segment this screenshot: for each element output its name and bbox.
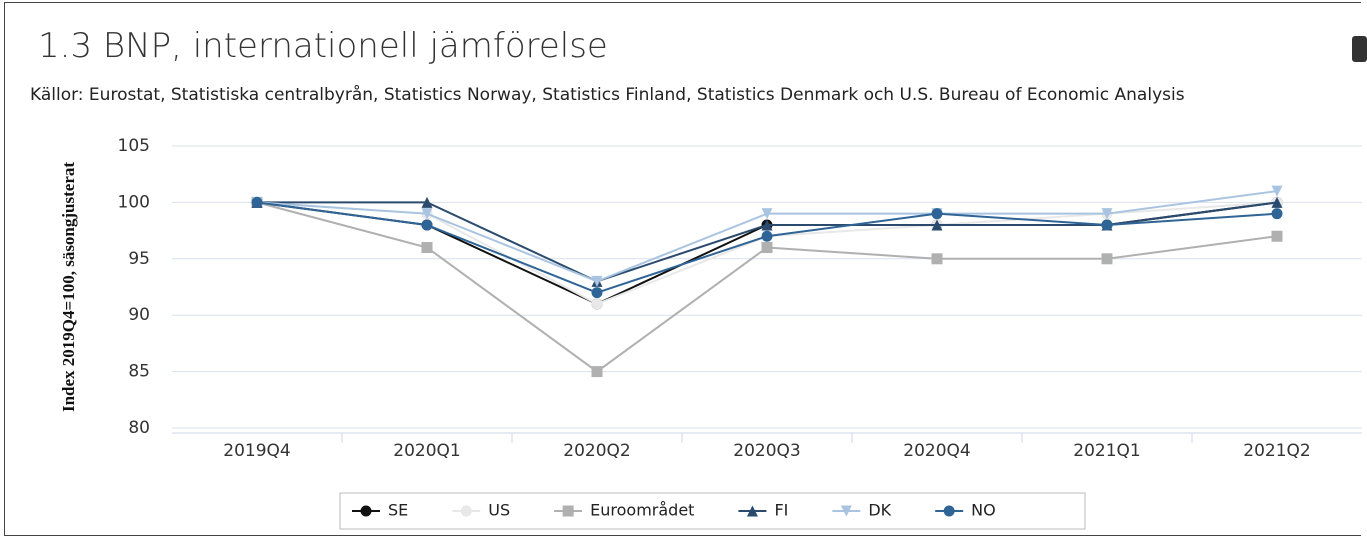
- y-tick-label: 80: [128, 418, 150, 438]
- x-tick-label: 2021Q2: [1243, 441, 1310, 461]
- legend-marker: [360, 505, 372, 517]
- x-tick-label: 2020Q3: [733, 441, 800, 461]
- x-tick-label: 2020Q1: [393, 441, 460, 461]
- data-point: [1101, 208, 1113, 220]
- menu-icon[interactable]: [1352, 36, 1367, 62]
- data-point: [251, 196, 263, 208]
- data-point: [1271, 230, 1283, 242]
- legend-marker: [746, 505, 758, 517]
- y-tick-label: 85: [128, 362, 150, 382]
- legend-label: SE: [388, 501, 408, 520]
- x-tick-label: 2020Q4: [903, 441, 970, 461]
- data-point: [421, 219, 433, 231]
- legend-label: Euroområdet: [590, 501, 694, 520]
- data-point: [931, 219, 943, 231]
- x-tick-label: 2021Q1: [1073, 441, 1140, 461]
- data-point: [761, 208, 773, 220]
- data-point: [1101, 219, 1113, 231]
- data-point: [1101, 253, 1113, 265]
- legend-label: NO: [971, 501, 996, 520]
- data-point: [591, 298, 603, 310]
- y-tick-label: 100: [118, 192, 150, 212]
- data-point: [761, 242, 773, 254]
- chart-frame: [4, 2, 1361, 536]
- x-tick-label: 2019Q4: [223, 441, 290, 461]
- legend-label: DK: [868, 501, 891, 520]
- x-tick-label: 2020Q2: [563, 441, 630, 461]
- data-point: [591, 275, 603, 287]
- data-point: [761, 230, 773, 242]
- y-tick-label: 95: [128, 249, 150, 269]
- legend-marker: [840, 505, 852, 517]
- data-point: [591, 366, 603, 378]
- y-tick-label: 105: [118, 136, 150, 156]
- data-point: [931, 253, 943, 265]
- y-axis-label: Index 2019Q4=100, säsongjusterat: [59, 162, 78, 412]
- legend-label: FI: [774, 501, 788, 520]
- legend-marker: [460, 505, 472, 517]
- chart-subtitle: Källor: Eurostat, Statistiska centralbyr…: [30, 85, 1185, 105]
- data-point: [931, 208, 943, 220]
- data-point: [421, 196, 433, 208]
- legend-marker: [943, 505, 955, 517]
- data-point: [421, 242, 433, 254]
- y-tick-label: 90: [128, 305, 150, 325]
- data-point: [1271, 185, 1283, 197]
- data-point: [591, 287, 603, 299]
- data-point: [1271, 196, 1283, 208]
- legend-label: US: [488, 501, 510, 520]
- data-point: [421, 208, 433, 220]
- data-point: [761, 219, 773, 231]
- data-point: [1271, 208, 1283, 220]
- legend-marker: [562, 505, 574, 517]
- chart-title: 1.3 BNP, internationell jämförelse: [38, 26, 608, 66]
